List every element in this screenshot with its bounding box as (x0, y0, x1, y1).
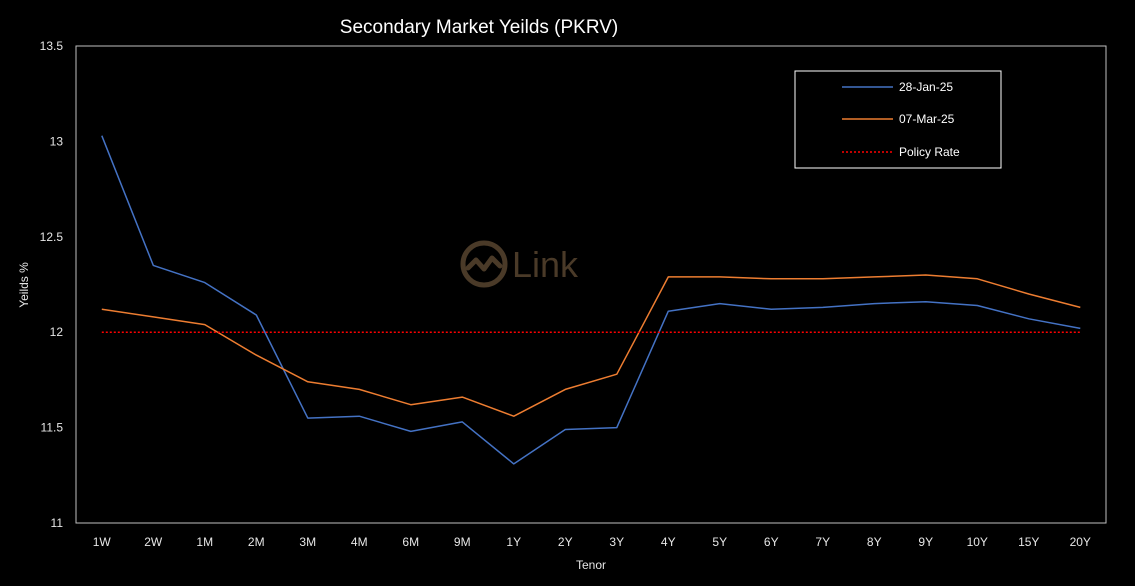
x-tick-label: 9M (454, 535, 471, 549)
legend-label-07-mar-25: 07-Mar-25 (899, 112, 955, 126)
x-tick-label: 8Y (867, 535, 882, 549)
x-tick-label: 2W (144, 535, 163, 549)
y-axis-title: Yeilds % (17, 262, 31, 308)
series-line-07-mar-25 (101, 274, 1081, 417)
x-tick-label: 1Y (506, 535, 521, 549)
legend-box (794, 70, 1002, 169)
x-tick-label: 15Y (1018, 535, 1039, 549)
y-axis: 11 11.5 12 12.5 13 13.5 (40, 39, 64, 530)
y-tick-label: 11.5 (41, 421, 64, 435)
x-tick-label: 4M (351, 535, 368, 549)
y-tick-label: 11 (51, 516, 64, 530)
legend-label-policy-rate: Policy Rate (899, 145, 960, 159)
y-tick-label: 12.5 (40, 230, 64, 244)
legend: 28-Jan-25 07-Mar-25 Policy Rate (794, 70, 1002, 169)
x-tick-label: 9Y (918, 535, 933, 549)
plot-area (75, 45, 1107, 524)
x-tick-label: 2M (248, 535, 265, 549)
link-logo-icon (460, 240, 508, 288)
x-tick-label: 2Y (558, 535, 573, 549)
x-tick-label: 7Y (815, 535, 830, 549)
x-tick-label: 6Y (764, 535, 779, 549)
y-tick-label: 13 (50, 134, 64, 148)
watermark: Link (460, 240, 579, 288)
y-tick-label: 12 (50, 325, 64, 339)
watermark-text: Link (512, 244, 579, 285)
x-tick-label: 1W (93, 535, 112, 549)
x-tick-label: 1M (196, 535, 213, 549)
x-tick-label: 10Y (967, 535, 988, 549)
x-axis: 1W 2W 1M 2M 3M 4M 6M 9M 1Y 2Y 3Y 4Y 5Y 6Y 7Y 8Y 9Y 10Y 15Y… (93, 535, 1091, 549)
series-line-28-jan-25 (101, 135, 1081, 465)
x-tick-label: 6M (402, 535, 419, 549)
y-tick-label: 13.5 (40, 39, 64, 53)
chart-title: Secondary Market Yeilds (PKRV) (340, 17, 618, 38)
legend-label-28-jan-25: 28-Jan-25 (899, 80, 953, 94)
x-tick-label: 3Y (609, 535, 624, 549)
x-tick-label: 3M (299, 535, 316, 549)
x-tick-label: 20Y (1070, 535, 1091, 549)
x-axis-title: Tenor (576, 558, 606, 572)
x-tick-label: 4Y (661, 535, 676, 549)
x-tick-label: 5Y (712, 535, 727, 549)
series-layer (101, 135, 1081, 465)
